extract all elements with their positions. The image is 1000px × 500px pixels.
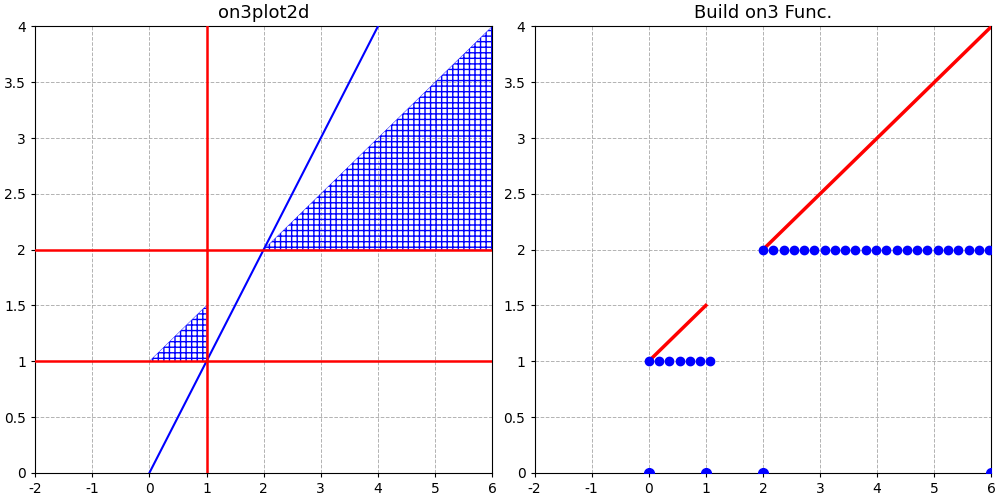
- Title: Build on3 Func.: Build on3 Func.: [694, 4, 832, 22]
- Title: on3plot2d: on3plot2d: [218, 4, 309, 22]
